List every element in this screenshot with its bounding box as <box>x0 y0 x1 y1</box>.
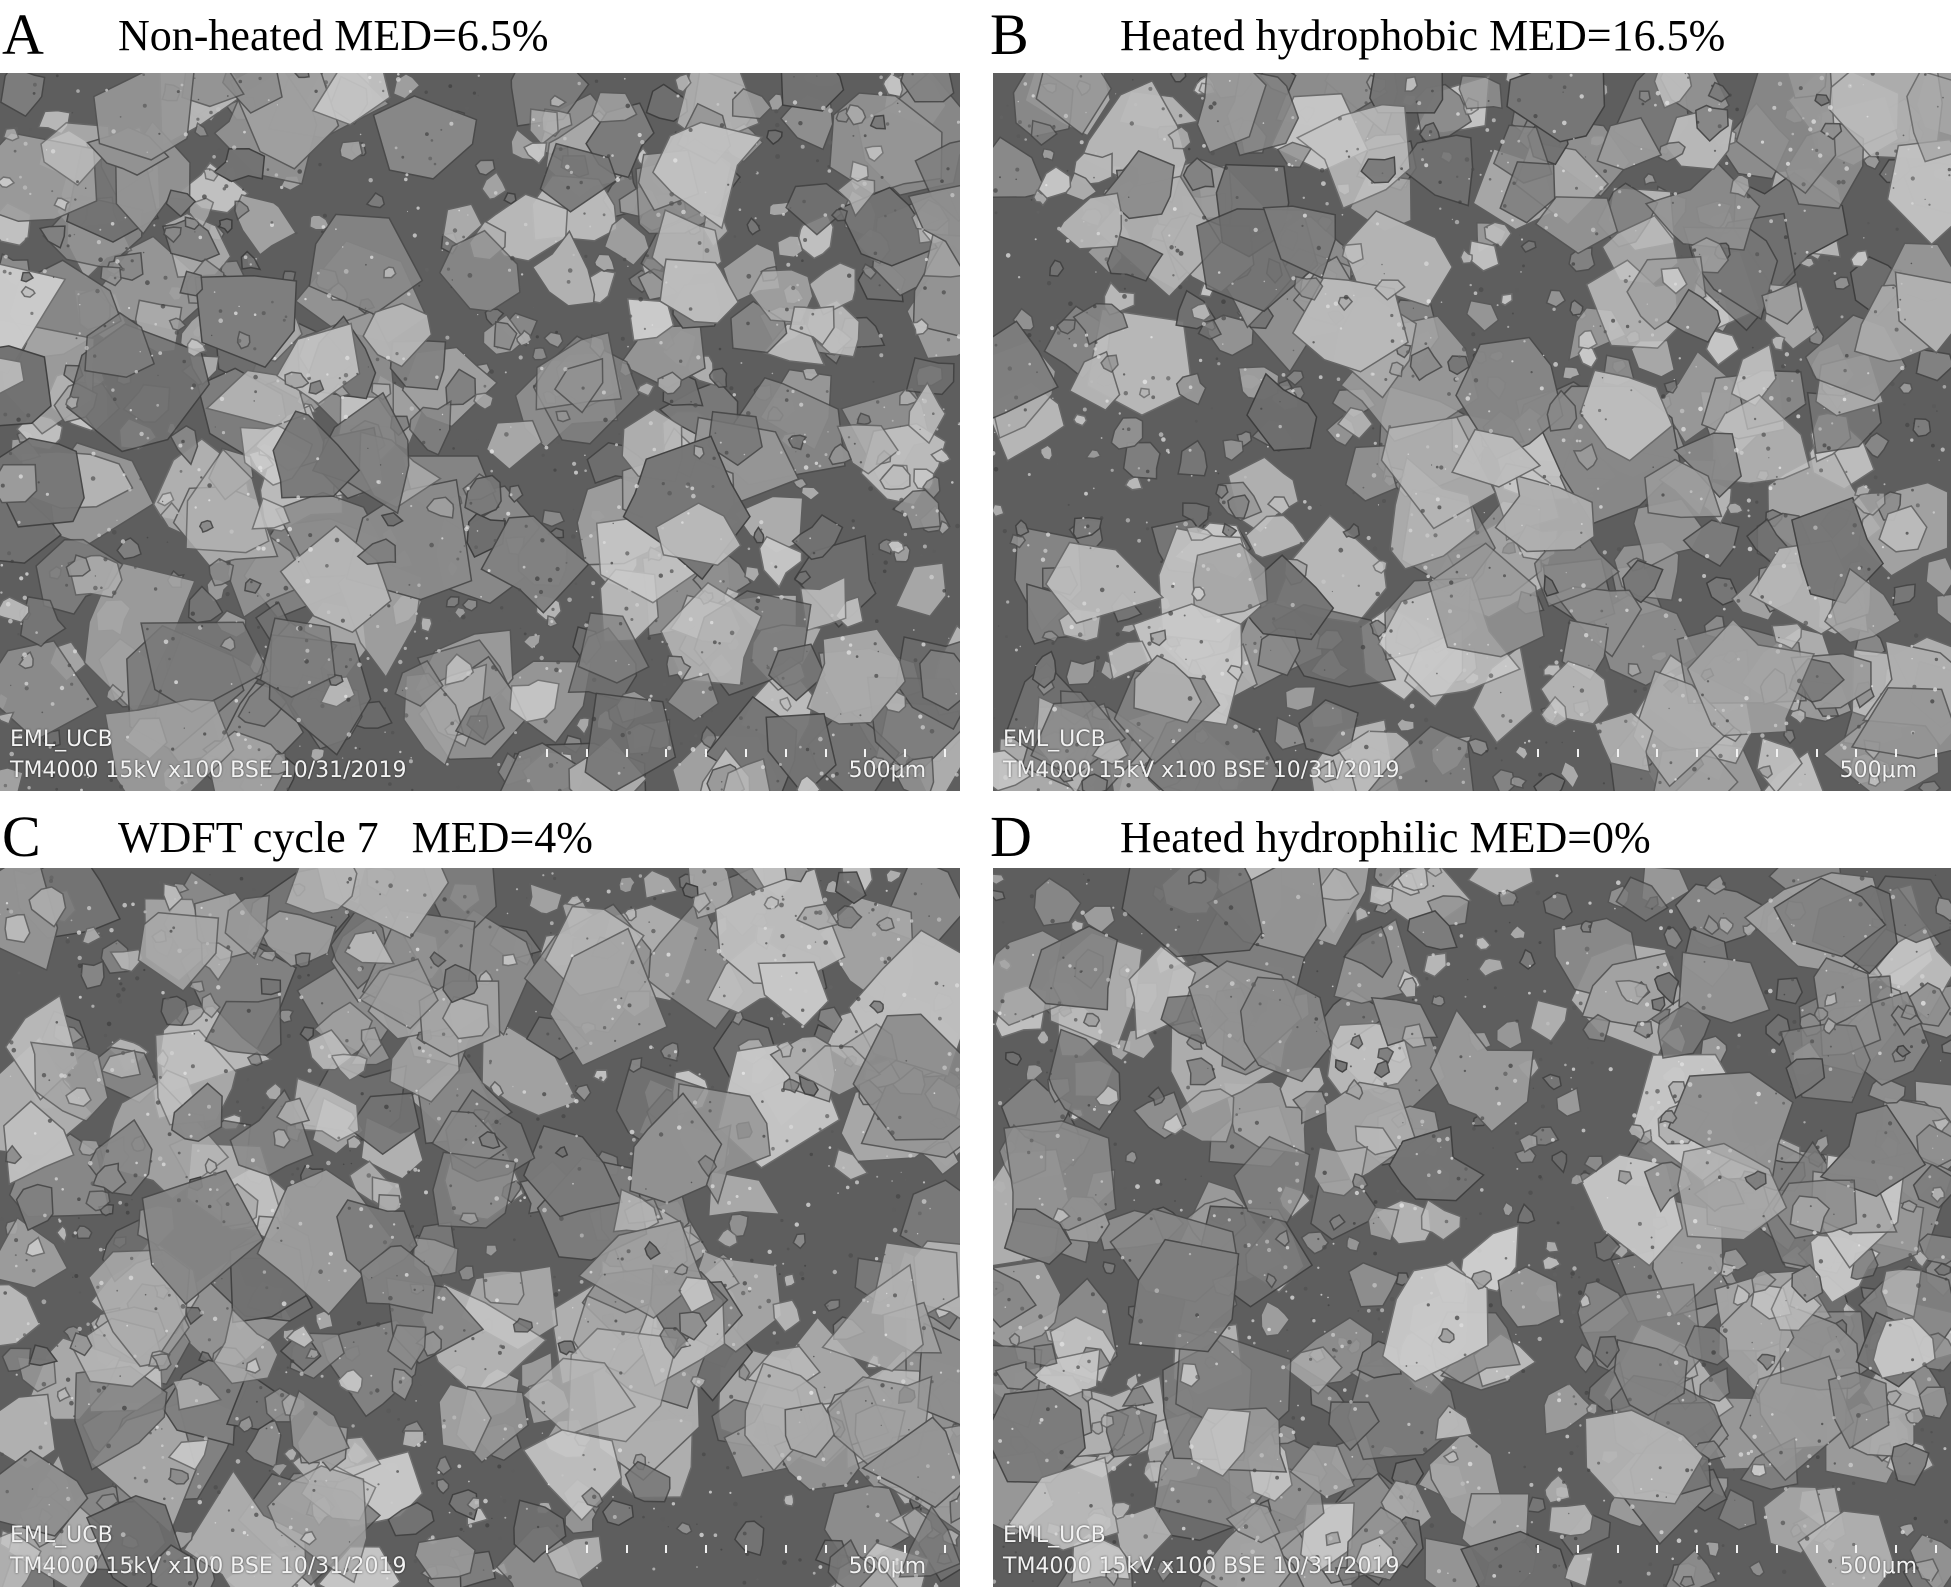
scale-tick <box>705 1545 708 1553</box>
panel-b-meta-label: TM4000 15kV x100 BSE 10/31/2019 <box>1003 758 1400 783</box>
scale-tick <box>1815 1545 1818 1553</box>
panel-d-scale-label: 500μm <box>1839 1554 1917 1579</box>
panel-b-scale-bar <box>1537 749 1937 757</box>
particle-texture <box>0 73 960 791</box>
panel-c-letter: C <box>2 804 41 869</box>
panel-a-meta-label: TM4000 15kV x100 BSE 10/31/2019 <box>10 758 407 783</box>
scale-tick <box>1696 1545 1699 1553</box>
scale-tick <box>864 749 867 757</box>
scale-tick <box>1935 749 1937 757</box>
panel-c-site-label: EML_UCB <box>10 1523 113 1548</box>
panel-b-letter: B <box>990 2 1029 67</box>
particle-texture <box>993 868 1951 1587</box>
scale-tick <box>625 1545 628 1553</box>
panel-b-site-label: EML_UCB <box>1003 727 1106 752</box>
scale-tick <box>1815 749 1818 757</box>
scale-tick <box>665 1545 668 1553</box>
panel-b-title: Heated hydrophobic MED=16.5% <box>1120 11 1726 60</box>
scale-tick <box>784 749 787 757</box>
scale-tick <box>546 749 548 757</box>
scale-tick <box>1616 1545 1619 1553</box>
scale-tick <box>1576 1545 1579 1553</box>
scale-tick <box>1775 1545 1778 1553</box>
scale-tick <box>546 1545 548 1553</box>
scale-tick <box>625 749 628 757</box>
scale-tick <box>1736 749 1738 757</box>
scale-tick <box>1696 749 1699 757</box>
scale-tick <box>904 749 907 757</box>
scale-tick <box>665 749 668 757</box>
scale-tick <box>824 749 827 757</box>
panel-b-sem-image: EML_UCB TM4000 15kV x100 BSE 10/31/2019 … <box>993 73 1951 791</box>
scale-tick <box>745 749 747 757</box>
panel-c-scale-label: 500μm <box>848 1554 926 1579</box>
panel-a-site-label: EML_UCB <box>10 727 113 752</box>
scale-tick <box>1656 1545 1659 1553</box>
panel-d-sem-image: EML_UCB TM4000 15kV x100 BSE 10/31/2019 … <box>993 868 1951 1587</box>
scale-tick <box>1895 749 1898 757</box>
scale-tick <box>1855 749 1858 757</box>
scale-tick <box>1895 1545 1898 1553</box>
panel-c-title: WDFT cycle 7 MED=4% <box>118 813 593 862</box>
scale-tick <box>1935 1545 1937 1553</box>
panel-a-scale-bar <box>546 749 946 757</box>
panel-d-site-label: EML_UCB <box>1003 1523 1106 1548</box>
panel-d-letter: D <box>990 804 1032 869</box>
scale-tick <box>585 1545 588 1553</box>
scale-tick <box>745 1545 747 1553</box>
scale-tick <box>1537 1545 1539 1553</box>
scale-tick <box>1656 749 1659 757</box>
scale-tick <box>784 1545 787 1553</box>
scale-tick <box>1775 749 1778 757</box>
scale-tick <box>944 1545 946 1553</box>
panel-c-meta-label: TM4000 15kV x100 BSE 10/31/2019 <box>10 1554 407 1579</box>
scale-tick <box>904 1545 907 1553</box>
panel-a-scale-label: 500μm <box>848 758 926 783</box>
scale-tick <box>585 749 588 757</box>
panel-b-scale-label: 500μm <box>1839 758 1917 783</box>
scale-tick <box>824 1545 827 1553</box>
panel-d-title: Heated hydrophilic MED=0% <box>1120 813 1651 862</box>
scale-tick <box>1736 1545 1738 1553</box>
panel-c-scale-bar <box>546 1545 946 1553</box>
panel-a-title: Non-heated MED=6.5% <box>118 11 549 60</box>
scale-tick <box>1616 749 1619 757</box>
panel-a-sem-image: EML_UCB TM4000 15kV x100 BSE 10/31/2019 … <box>0 73 960 791</box>
panel-c-sem-image: EML_UCB TM4000 15kV x100 BSE 10/31/2019 … <box>0 868 960 1587</box>
particle-texture <box>0 868 960 1587</box>
scale-tick <box>705 749 708 757</box>
panel-d-meta-label: TM4000 15kV x100 BSE 10/31/2019 <box>1003 1554 1400 1579</box>
scale-tick <box>864 1545 867 1553</box>
scale-tick <box>1537 749 1539 757</box>
scale-tick <box>1576 749 1579 757</box>
panel-a-letter: A <box>2 2 44 67</box>
panel-d-scale-bar <box>1537 1545 1937 1553</box>
particle-texture <box>993 73 1951 791</box>
scale-tick <box>944 749 946 757</box>
scale-tick <box>1855 1545 1858 1553</box>
